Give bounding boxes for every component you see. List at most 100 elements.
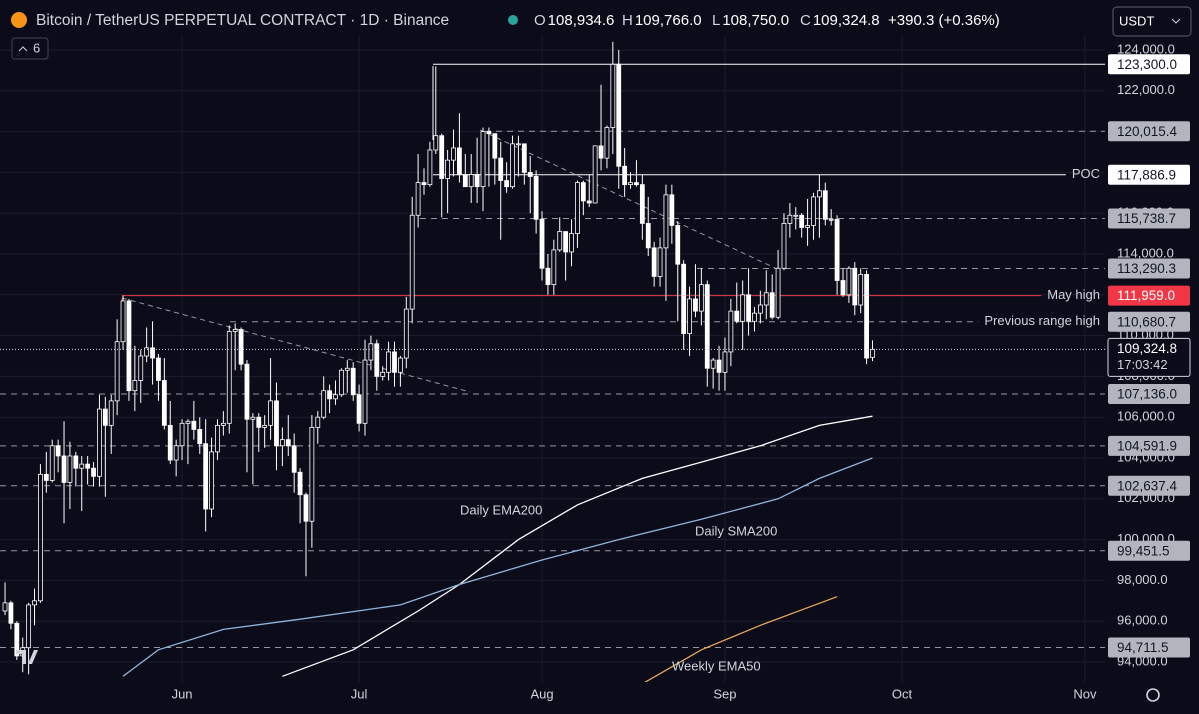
- candle-body: [279, 439, 285, 447]
- candle-body: [144, 347, 150, 357]
- last-price-box: [1107, 337, 1191, 377]
- coin-icon: [11, 12, 27, 28]
- candle-body: [244, 363, 250, 420]
- level-box: [1108, 258, 1190, 279]
- level-box: [1108, 540, 1190, 561]
- candle-body: [220, 422, 226, 426]
- candle-body: [510, 143, 515, 188]
- candle-body: [864, 273, 869, 359]
- candle-body: [374, 343, 380, 377]
- countdown: 17:03:42: [1117, 357, 1168, 372]
- candle-body: [333, 394, 338, 400]
- logo: [16, 650, 38, 664]
- candle-body: [575, 182, 580, 234]
- candle-body: [79, 463, 85, 469]
- level-box: [1108, 435, 1190, 456]
- candle-body: [368, 343, 374, 361]
- candle-body: [816, 190, 822, 198]
- candle-body: [769, 292, 775, 318]
- candle-body: [97, 408, 102, 477]
- change: +390.3 (+0.36%): [888, 12, 1000, 29]
- candle-body: [545, 267, 551, 285]
- candle-body: [156, 357, 161, 381]
- ohlc-value: 108,934.6: [548, 12, 615, 29]
- candle-body: [327, 390, 332, 400]
- y-tick-label: 106,000.0: [1117, 409, 1175, 424]
- axis: 94,000.096,000.098,000.0100,000.0102,000…: [172, 41, 1191, 701]
- candle-body: [238, 329, 244, 365]
- candle-body: [645, 222, 651, 249]
- y-tick-label: 98,000.0: [1117, 572, 1168, 587]
- candle-body: [102, 408, 108, 426]
- candle-body: [321, 390, 327, 418]
- candle-body: [539, 218, 545, 269]
- series-label: Daily SMA200: [695, 523, 777, 538]
- candle-body: [215, 424, 220, 453]
- candle-body: [344, 367, 350, 371]
- ohlc-header: O 108,934.6 H 109,766.0 L 108,750.0 C 109,324.8: [534, 12, 880, 29]
- level-label: 113,290.3: [1117, 261, 1176, 276]
- status-dot: [508, 15, 518, 25]
- candle-body: [521, 143, 527, 173]
- candle-body: [120, 300, 126, 343]
- ohlc-label: H: [622, 12, 633, 29]
- candle-body: [380, 371, 386, 377]
- candle-body: [834, 218, 840, 281]
- currency: USDT: [1119, 13, 1154, 28]
- candle-body: [256, 416, 262, 428]
- candle-body: [32, 600, 37, 606]
- x-tick-label: Sep: [713, 686, 736, 701]
- candle-body: [297, 471, 303, 496]
- level-label: 123,300.0: [1117, 57, 1177, 72]
- level-label: 99,451.5: [1117, 543, 1170, 558]
- candle-body: [752, 312, 757, 322]
- candle-body: [309, 427, 315, 522]
- candle-body: [209, 451, 214, 510]
- candle-body: [551, 249, 557, 285]
- candle-body: [663, 194, 669, 249]
- settings[interactable]: [1146, 688, 1160, 702]
- candle-body: [445, 159, 451, 179]
- level-box: [1108, 164, 1190, 185]
- ohlc-value: 109,766.0: [635, 12, 702, 29]
- currency-select[interactable]: [1112, 6, 1192, 37]
- candle-body: [604, 127, 610, 159]
- candle-body: [61, 455, 67, 483]
- level-box: [1108, 384, 1190, 405]
- level-label: 111,959.0: [1117, 288, 1175, 303]
- candle-body: [710, 359, 716, 369]
- candle-body: [586, 200, 592, 204]
- candle-body: [397, 357, 403, 373]
- level-label: 94,711.5: [1117, 640, 1169, 655]
- indicator-toggle[interactable]: [11, 37, 49, 60]
- candle-body: [167, 424, 173, 461]
- indicator-count: 6: [33, 40, 40, 55]
- candle-body: [350, 367, 356, 396]
- symbol: Bitcoin / TetherUS PERPETUAL CONTRACT · …: [36, 12, 449, 29]
- candle-body: [49, 445, 55, 481]
- candle-body: [439, 135, 445, 179]
- candle-body: [161, 380, 167, 426]
- candle-body: [474, 174, 480, 188]
- candle-body: [757, 304, 763, 314]
- moving-average: [122, 457, 873, 677]
- candle-body: [634, 182, 639, 186]
- candle-body: [870, 348, 875, 358]
- candle-body: [805, 225, 810, 228]
- candle-body: [73, 455, 79, 469]
- candle-body: [114, 341, 120, 402]
- y-tick-label: 114,000.0: [1117, 245, 1174, 260]
- chevron: [1171, 18, 1181, 24]
- ohlc-value: 109,324.8: [813, 12, 880, 29]
- candle-body: [657, 247, 663, 277]
- candle-body: [639, 184, 645, 224]
- candle-body: [793, 214, 799, 217]
- candle-body: [191, 420, 197, 430]
- candle-body: [232, 329, 238, 332]
- candle-body: [527, 171, 533, 177]
- candle-body: [775, 267, 781, 318]
- level-label: 115,738.7: [1117, 211, 1176, 226]
- moving-average: [282, 415, 873, 677]
- candle-body: [91, 467, 96, 477]
- level-label: 120,015.4: [1117, 124, 1178, 139]
